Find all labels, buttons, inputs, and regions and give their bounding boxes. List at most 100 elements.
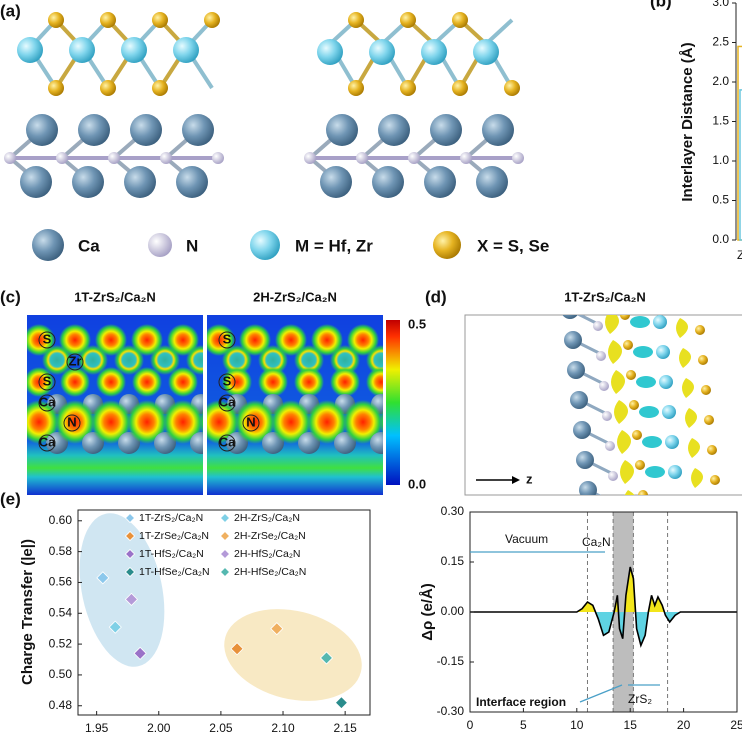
iso-cyan [642,436,662,448]
annotation: Vacuum [505,532,548,546]
density-ca [370,432,383,454]
density-n [27,400,59,444]
density-s [366,367,383,397]
atom [608,471,618,481]
density-s [311,324,343,356]
atom [372,166,404,198]
iso-cyan [633,346,653,358]
atom [632,430,642,440]
y-tick-label: 1.5 [712,114,729,128]
atom-marker [218,373,236,391]
atom [320,166,352,198]
x-tick-label: Z [737,248,742,262]
legend-label: X = S, Se [477,236,549,255]
iso-yellow [676,318,688,338]
atom-label: N [246,414,255,429]
atom [152,12,168,28]
atom [668,465,682,479]
iso-yellow [691,468,703,488]
atom [504,80,520,96]
atom [659,375,673,389]
density-s [59,324,91,356]
density-m [78,345,108,375]
atom [400,80,416,96]
legend-atom [250,230,280,260]
y-tick-label: 0.54 [49,605,73,619]
point [319,651,334,665]
atom-label: S [223,331,232,346]
y-axis-label: Interlayer Distance (Å) [679,42,696,201]
density-n [199,408,203,436]
legend-marker [219,548,231,560]
atom [304,152,316,164]
y-tick-label: 0.30 [441,504,465,518]
atom-label: S [43,331,52,346]
iso-yellow [605,315,619,334]
density-m [42,345,72,375]
density-m [150,345,180,375]
legend-label: 1T-HfS₂/Ca₂N [139,548,204,560]
atom [348,80,364,96]
density-s [131,324,163,356]
atom [17,37,43,63]
density-s [168,367,198,397]
cluster-region [224,609,362,701]
legend-marker [219,566,231,578]
y-axis-label: Δρ (e/Å) [419,583,436,641]
density-m [330,345,360,375]
atom [596,351,606,361]
atom [573,421,591,439]
legend-marker [124,512,136,524]
atom [4,152,16,164]
atom [623,340,633,350]
density-n [127,400,167,444]
y-tick-label: 0.60 [49,513,73,527]
x-tick-label: 0 [467,718,474,732]
atom [562,315,578,319]
atom [176,166,208,198]
density-n [271,400,311,444]
point [230,642,244,656]
contour-title: 2H-ZrS₂/Ca₂N [253,289,337,304]
atom-marker [63,414,81,432]
atom [707,445,717,455]
atom [629,400,639,410]
panel-label: (b) [650,0,672,10]
density-m [186,345,203,375]
atom [160,152,172,164]
legend-marker [124,566,136,578]
x-tick-label: 15 [624,718,638,732]
point [96,571,110,585]
atom-marker [38,434,56,452]
y-tick-label: 0.50 [49,667,73,681]
atom [620,315,630,320]
iso-yellow [688,438,700,458]
atom [182,114,214,146]
annotation: ZrS₂ [628,692,652,706]
y-tick-label: 0.56 [49,575,73,589]
structure [4,12,224,198]
density-s [347,324,379,356]
density-s [167,324,199,356]
x-tick-label: 2.05 [209,721,233,735]
x-tick-label: 2.15 [333,721,357,735]
colorbar-tick-label: 0.0 [408,476,426,491]
atom [100,80,116,96]
density-n [343,400,383,444]
atom [204,12,220,28]
atom [473,39,499,65]
diff-title: 1T-ZrS₂/Ca₂N [564,289,646,304]
atom [567,361,585,379]
atom-marker [66,353,84,371]
structure [304,12,524,198]
legend-atom [433,231,461,259]
panel-label: (c) [0,287,21,306]
diff-frame [464,314,742,496]
atom [212,152,224,164]
atom [476,166,508,198]
iso-cyan [630,316,650,328]
density-m [222,345,252,375]
atom [69,37,95,63]
atom [369,39,395,65]
atom [698,355,708,365]
